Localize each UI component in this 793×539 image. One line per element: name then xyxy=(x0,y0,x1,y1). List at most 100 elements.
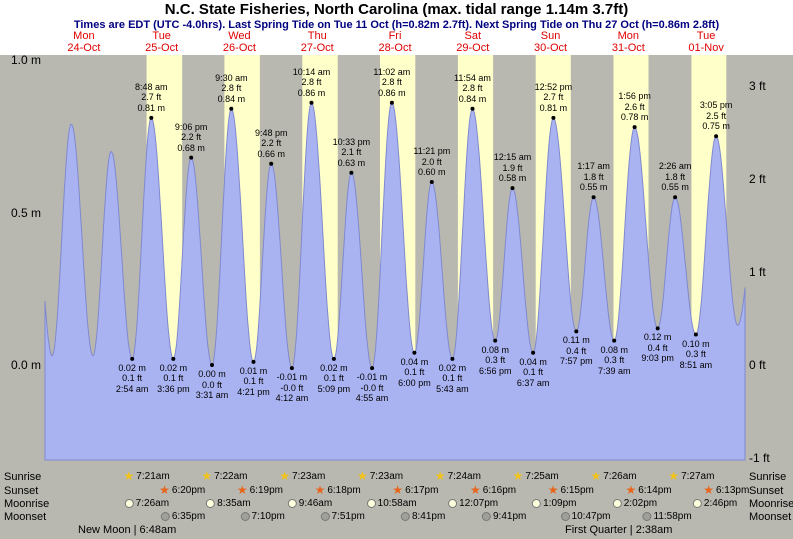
tide-curve xyxy=(44,101,746,461)
sunrise-entry: ★ 7:21am xyxy=(124,470,170,483)
moonrise-entry: 9:46am xyxy=(287,497,333,510)
moonrise-moon-icon xyxy=(532,499,542,508)
sunset-star-icon: ★ xyxy=(236,483,248,497)
moonrise-entry: 12:07pm xyxy=(448,497,498,510)
sunset-time: 6:19pm xyxy=(249,485,283,496)
day-date: 30-Oct xyxy=(534,41,568,54)
y-axis-label-feet: -1 ft xyxy=(749,450,770,465)
moonrise-moon-icon xyxy=(366,499,376,508)
moonrise-entry: 1:09pm xyxy=(532,497,576,510)
moonrise-row-label: Moonrise xyxy=(4,498,50,510)
day-name: Wed xyxy=(228,30,251,42)
day-name: Mon xyxy=(73,30,95,42)
moonset-time: 7:10pm xyxy=(251,511,285,522)
day-name: Sat xyxy=(464,30,482,42)
day-date: 29-Oct xyxy=(456,41,490,54)
tide-extreme-dot xyxy=(269,161,274,166)
moonrise-entry: 2:02pm xyxy=(612,497,657,510)
sunset-row-label: Sunset xyxy=(4,485,39,497)
sunrise-time: 7:21am xyxy=(136,471,170,482)
moonset-entry: 10:47pm xyxy=(560,510,611,523)
y-axis-label-feet: 2 ft xyxy=(749,172,766,187)
sunset-time: 6:18pm xyxy=(327,485,361,496)
tide-extreme-dot xyxy=(429,180,434,184)
y-axis-label-feet: 0 ft xyxy=(749,358,766,372)
day-label: Tue 01-Nov xyxy=(688,30,723,54)
tide-extreme-dot xyxy=(229,106,234,111)
sunrise-star-icon: ★ xyxy=(590,469,602,483)
y-axis-label-feet: 3 ft xyxy=(749,79,766,94)
moon-phase-left: New Moon | 6:48am xyxy=(78,524,177,536)
sunrise-time: 7:23am xyxy=(291,471,326,482)
day-label: Fri 28-Oct xyxy=(378,30,412,54)
moonset-time: 6:35pm xyxy=(171,511,206,522)
moonrise-row-label: Moonrise xyxy=(749,498,793,510)
moonset-time: 9:41pm xyxy=(492,511,527,522)
sunrise-entry: ★ 7:22am xyxy=(201,470,247,483)
sunrise-time: 7:26am xyxy=(603,471,637,482)
day-labels-row: Mon 24-Oct Tue 25-Oct Wed 26-Oct Thu 27-Oct Fri 2… xyxy=(0,30,793,55)
moonrise-time: 12:07pm xyxy=(459,498,499,509)
tide-extreme-dot xyxy=(510,186,515,191)
sunrise-time: 7:23am xyxy=(369,471,404,482)
sunrise-star-icon: ★ xyxy=(668,469,680,483)
tide-extreme-dot xyxy=(591,195,596,200)
tide-extreme-dot xyxy=(171,356,176,361)
tide-extreme-dot xyxy=(130,356,135,361)
sunset-row-label: Sunset xyxy=(749,485,784,497)
moonset-row-label: Moonset xyxy=(4,511,47,523)
moonset-time: 7:51pm xyxy=(331,511,365,522)
tide-extreme-dot xyxy=(531,350,536,355)
moonrise-time: 8:35am xyxy=(217,498,251,509)
day-label: Mon 24-Oct xyxy=(67,30,101,54)
sunset-time: 6:15pm xyxy=(560,485,594,496)
sunrise-entry: ★ 7:25am xyxy=(513,470,559,483)
moonrise-time: 9:46am xyxy=(298,498,333,509)
tide-extreme-dot xyxy=(655,326,660,331)
page-title: N.C. State Fisheries, North Carolina (ma… xyxy=(164,1,629,18)
sunset-star-icon: ★ xyxy=(703,483,714,497)
sunset-star-icon: ★ xyxy=(470,483,481,497)
sunrise-entry: ★ 7:27am xyxy=(668,470,714,483)
sunset-entry: ★ 6:14pm xyxy=(625,484,671,497)
moonrise-moon-icon xyxy=(287,499,297,508)
moonset-moon-icon xyxy=(240,512,250,521)
moonset-time: 10:47pm xyxy=(571,511,611,522)
moonrise-time: 10:58am xyxy=(377,498,417,509)
sunset-time: 6:17pm xyxy=(405,485,439,496)
sunrise-star-icon: ★ xyxy=(279,469,290,483)
header-strip xyxy=(0,0,793,55)
moonrise-entry: 10:58am xyxy=(366,497,417,510)
y-axis-label-feet: 1 ft xyxy=(749,265,766,280)
moonset-entry: 11:58pm xyxy=(642,510,692,523)
day-date: 25-Oct xyxy=(145,41,179,54)
day-name: Tue xyxy=(696,30,716,42)
tide-extreme-dot xyxy=(251,359,256,364)
day-date: 28-Oct xyxy=(378,41,412,54)
day-date: 27-Oct xyxy=(300,41,334,54)
moonset-moon-icon xyxy=(160,512,170,521)
moonset-time: 11:58pm xyxy=(653,511,692,522)
sunset-entry: ★ 6:20pm xyxy=(159,484,205,497)
sunset-entry: ★ 6:18pm xyxy=(315,484,361,497)
day-date: 24-Oct xyxy=(67,41,101,54)
sunset-star-icon: ★ xyxy=(159,483,170,497)
sunrise-entry: ★ 7:24am xyxy=(435,470,481,483)
y-axis-label-metres: 0.5 m xyxy=(10,205,41,220)
moonrise-moon-icon xyxy=(692,499,702,508)
moonrise-entry: 8:35am xyxy=(206,497,251,510)
moonrise-time: 7:26am xyxy=(135,498,170,509)
sunrise-entry: ★ 7:23am xyxy=(357,470,403,483)
tide-extreme-dot xyxy=(612,338,617,343)
sunrise-time: 7:25am xyxy=(525,471,559,482)
sunset-entry: ★ 6:19pm xyxy=(237,484,283,497)
day-name: Sun xyxy=(540,30,561,42)
moonset-entry: 7:51pm xyxy=(320,510,365,523)
day-name: Mon xyxy=(617,30,640,42)
sunset-star-icon: ★ xyxy=(392,483,404,497)
moonset-moon-icon xyxy=(320,512,330,521)
moonset-entry: 8:41pm xyxy=(400,510,445,523)
sunset-entry: ★ 6:15pm xyxy=(548,484,594,497)
tide-extreme-dot xyxy=(673,195,678,200)
